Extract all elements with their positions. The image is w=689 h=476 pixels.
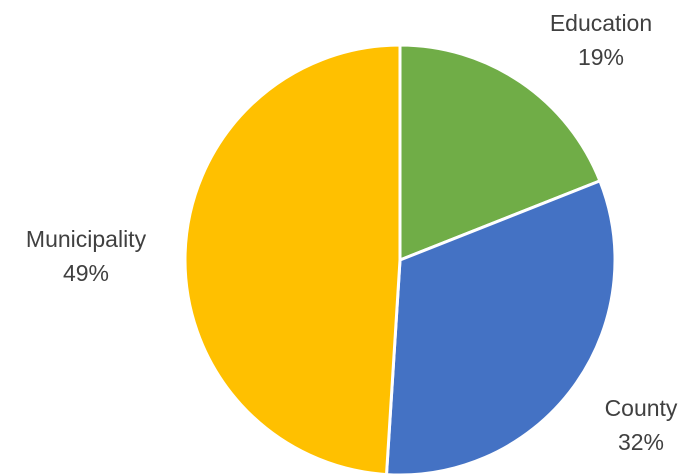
slice-value-education: 19% bbox=[578, 44, 624, 70]
slice-value-county: 32% bbox=[618, 429, 664, 455]
slice-label-education: Education bbox=[550, 10, 652, 36]
slice-label-municipality: Municipality bbox=[26, 226, 147, 252]
pie-slice-education bbox=[398, 43, 602, 262]
pie-slice-municipality bbox=[183, 43, 402, 476]
slice-label-county: County bbox=[605, 395, 678, 421]
pie-slice-county bbox=[385, 179, 617, 476]
slice-value-municipality: 49% bbox=[63, 260, 109, 286]
slice-labels: Education 19% County 32% Municipality 49… bbox=[26, 10, 678, 455]
pie-slices bbox=[183, 43, 617, 476]
